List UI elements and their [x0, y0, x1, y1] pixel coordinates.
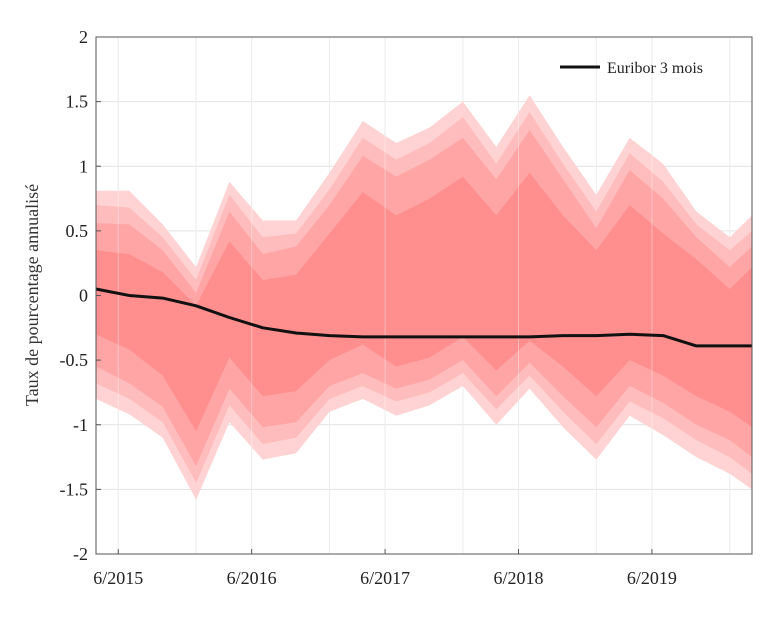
x-tick-labels: 6/2015 6/2016 6/2017 6/2018 6/2019 — [93, 549, 677, 588]
y-tick-label: 1.5 — [66, 92, 89, 112]
y-tick-label: -2 — [73, 544, 88, 564]
x-tick-label: 6/2017 — [360, 568, 410, 588]
y-axis-title: Taux de pourcentage annualisé — [22, 184, 42, 406]
y-tick-label: -1 — [73, 415, 88, 435]
series-lines — [95, 287, 752, 348]
y-tick-label: 1 — [79, 156, 88, 176]
x-tick-label: 6/2016 — [227, 568, 277, 588]
x-tick-label: 6/2019 — [627, 568, 677, 588]
y-tick-label: -0.5 — [60, 350, 89, 370]
y-tick-label: 0 — [79, 286, 88, 306]
y-tick-label: -1.5 — [60, 479, 89, 499]
y-tick-label: 0.5 — [66, 221, 89, 241]
fan-band-4 — [96, 172, 752, 432]
y-tick-labels: 2 1.5 1 0.5 0 -0.5 -1 -1.5 -2 — [60, 27, 101, 564]
legend-entry-euribor: Euribor 3 mois — [607, 60, 703, 77]
y-tick-label: 2 — [79, 27, 88, 47]
x-tick-label: 6/2018 — [494, 568, 544, 588]
legend: Euribor 3 mois — [560, 60, 703, 77]
series-line-euribor — [95, 287, 752, 348]
x-tick-label: 6/2015 — [93, 568, 143, 588]
fan-bands — [96, 37, 752, 554]
